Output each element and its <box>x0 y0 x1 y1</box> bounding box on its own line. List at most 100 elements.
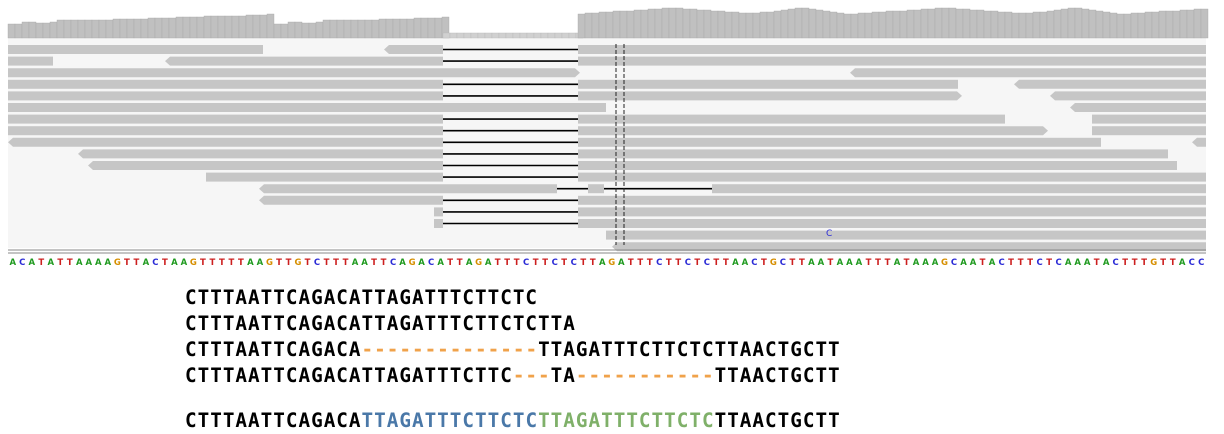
read <box>1050 91 1206 101</box>
read <box>8 126 443 136</box>
read <box>8 137 443 147</box>
alignment-line: CTTTAATTCAGACATTAGATTTCTTCTC <box>185 285 841 311</box>
read <box>578 56 1206 66</box>
reference-base: T <box>1141 258 1147 268</box>
coverage-bar <box>1039 11 1048 39</box>
reference-base: G <box>475 258 482 268</box>
reference-base: A <box>47 258 54 268</box>
coverage-bar <box>703 9 712 39</box>
coverage-bar <box>147 17 156 39</box>
reference-base: A <box>742 258 749 268</box>
coverage-bar <box>399 18 408 39</box>
reference-base: C <box>19 258 25 268</box>
coverage-bar <box>533 32 542 39</box>
reference-base: A <box>856 258 863 268</box>
read <box>578 45 1206 54</box>
alignment-line: CTTTAATTCAGACATTAGATTTCTTCTCTTA <box>185 311 841 337</box>
coverage-bar <box>997 11 1006 39</box>
read <box>578 91 962 101</box>
read <box>588 184 604 194</box>
read <box>8 68 580 78</box>
reference-base: T <box>57 258 63 268</box>
coverage-bar <box>28 21 37 39</box>
coverage-bar <box>70 19 79 39</box>
reference-base: A <box>960 258 967 268</box>
read <box>606 230 1206 240</box>
reference-base: A <box>618 258 625 268</box>
reference-base: T <box>580 258 586 268</box>
coverage-bar <box>371 19 380 39</box>
reference-base: T <box>504 258 510 268</box>
coverage-bar <box>605 11 614 39</box>
reference-base: T <box>381 258 387 268</box>
coverage-bar <box>385 18 394 39</box>
sequence-segment: ----------- <box>575 364 715 387</box>
read <box>8 103 606 112</box>
reference-base: C <box>1056 258 1062 268</box>
coverage-bar <box>526 32 535 39</box>
coverage-bar <box>885 10 894 39</box>
reference-base: A <box>989 258 996 268</box>
reference-base: T <box>789 258 795 268</box>
coverage-bar <box>577 13 586 39</box>
sequence-segment: TTAGATTTCTTCTC <box>361 409 539 432</box>
coverage-bar <box>780 9 789 39</box>
reference-base: T <box>124 258 130 268</box>
coverage-bar <box>463 32 472 39</box>
coverage-bar <box>1144 11 1153 39</box>
alignment-text-block: CTTTAATTCAGACATTAGATTTCTTCTC CTTTAATTCAGA… <box>185 285 841 389</box>
coverage-bar <box>1067 7 1076 39</box>
reference-base: C <box>1113 258 1119 268</box>
reference-base: G <box>941 258 948 268</box>
read <box>1092 114 1206 124</box>
reference-base: C <box>1036 258 1042 268</box>
coverage-bar <box>1060 8 1069 39</box>
reference-base: C <box>780 258 786 268</box>
coverage-bar <box>598 11 607 39</box>
reference-base: T <box>457 258 463 268</box>
coverage-bar <box>1158 10 1167 39</box>
coverage-bar <box>434 17 443 39</box>
coverage-bar <box>280 23 289 39</box>
coverage-bar <box>668 7 677 39</box>
coverage-bar <box>654 8 663 39</box>
coverage-bar <box>7 23 16 39</box>
reference-base: T <box>628 258 634 268</box>
reference-base: A <box>95 258 102 268</box>
reference-base: T <box>286 258 292 268</box>
read <box>384 45 443 54</box>
coverage-bar <box>203 15 212 39</box>
reference-base: A <box>86 258 93 268</box>
reference-base: C <box>314 258 320 268</box>
reference-base: A <box>913 258 920 268</box>
reference-base: T <box>276 258 282 268</box>
reference-base: A <box>247 258 254 268</box>
coverage-bar <box>661 7 670 39</box>
sequence-segment: TTAACTGCTT <box>714 364 841 387</box>
reference-base: A <box>1074 258 1081 268</box>
read <box>165 56 443 66</box>
read <box>1014 79 1206 89</box>
reference-base: T <box>761 258 767 268</box>
coverage-bar <box>182 16 191 39</box>
coverage-bar <box>843 13 852 39</box>
coverage-bar <box>491 32 500 39</box>
read <box>8 91 443 101</box>
coverage-bar <box>196 16 205 39</box>
reference-base: C <box>523 258 529 268</box>
coverage-bar <box>941 7 950 39</box>
reference-base: C <box>152 258 158 268</box>
coverage-bar <box>619 10 628 39</box>
read <box>8 114 443 124</box>
sequence-segment: TTAGATTTCTTCTC <box>538 409 715 432</box>
coverage-bar <box>1025 12 1034 39</box>
sequence-segment: CTTTAATTCAGACATTAGATTTCTTCTCTTA <box>185 312 576 335</box>
coverage-bar <box>477 32 486 39</box>
coverage-bar <box>210 15 219 39</box>
coverage-bar <box>91 19 100 39</box>
reference-base: T <box>875 258 881 268</box>
read <box>1070 103 1206 112</box>
read <box>578 114 1005 124</box>
